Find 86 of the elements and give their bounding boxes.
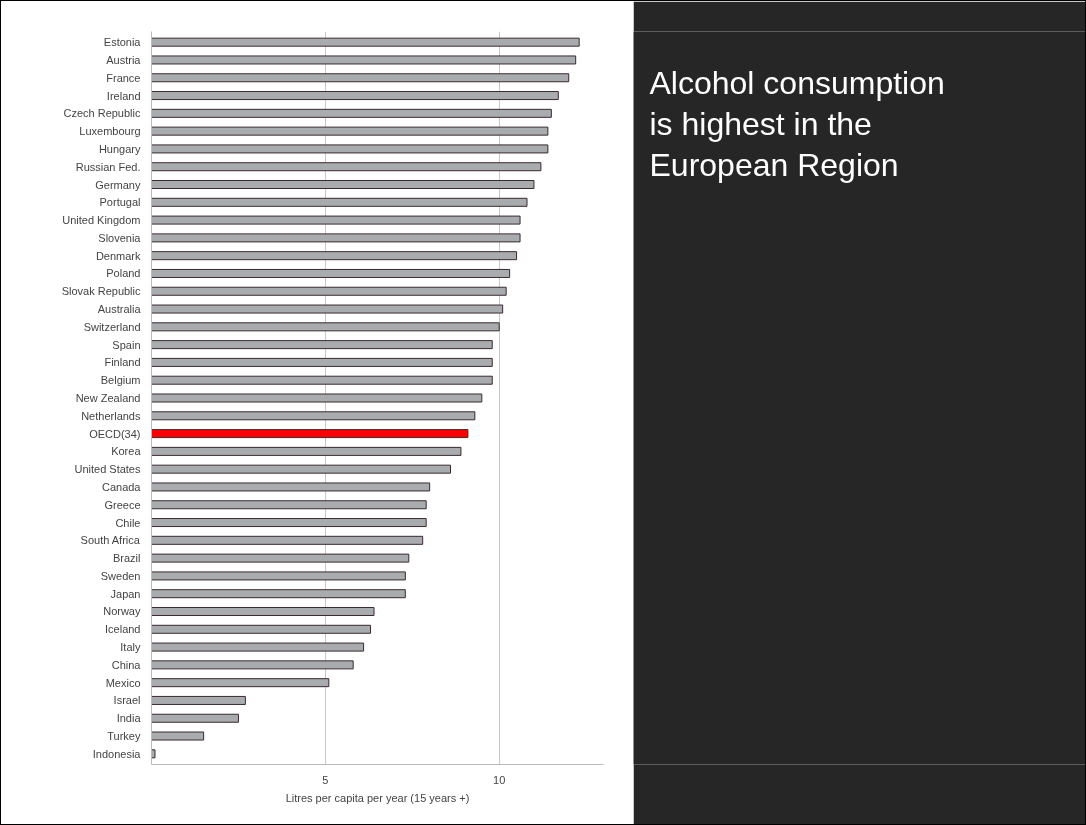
bar [151,606,375,616]
y-tick-label: India [116,712,142,725]
bar [151,322,500,332]
y-tick-label: Portugal [99,196,141,209]
bar [151,233,521,243]
y-tick-label: Austria [106,53,142,66]
y-tick-label: Czech Republic [63,107,141,120]
bar [151,429,469,439]
y-tick-label: Spain [112,338,141,351]
bar [151,180,535,190]
bar [151,553,410,563]
y-tick-label: Switzerland [83,320,141,333]
bar [151,535,424,545]
bar [151,393,483,403]
y-tick-label: Denmark [95,249,141,262]
y-tick-label: Indonesia [92,747,142,760]
y-tick-label: Poland [106,267,141,280]
bar [151,215,521,225]
bar [151,695,246,705]
bar [151,446,462,456]
bar [151,731,205,741]
bar [151,464,452,474]
y-tick-label: OECD(34) [89,427,141,440]
bar [151,375,493,385]
bar [151,37,580,47]
bar [151,286,507,296]
bar [151,162,542,172]
bar [151,713,239,723]
bar [151,91,559,101]
x-tick-label: 10 [493,773,506,786]
y-tick-label: Korea [111,445,142,458]
bar [151,642,365,652]
bar [151,411,476,421]
y-tick-label: Iceland [105,623,141,636]
y-tick-label: France [106,71,141,84]
bar [151,144,549,154]
y-tick-label: Ireland [106,89,141,102]
y-tick-label: Slovenia [98,231,142,244]
y-tick-label: Australia [97,303,142,316]
y-tick-label: Israel [113,694,141,707]
y-tick-label: Belgium [100,374,141,387]
y-tick-label: Japan [110,587,141,600]
bar [151,518,427,528]
y-tick-label: Turkey [107,730,141,743]
y-tick-label: Canada [101,480,142,493]
y-tick-label: China [111,658,142,671]
y-tick-label: Slovak Republic [61,285,141,298]
bar [151,749,156,759]
y-tick-label: Luxembourg [79,125,141,138]
bar [151,571,406,581]
y-tick-label: Mexico [105,676,141,689]
y-tick-label: Italy [120,641,141,654]
bar [151,660,354,670]
y-tick-label: Chile [115,516,141,529]
y-tick-label: Norway [103,605,141,618]
y-tick-label: New Zealand [75,392,141,404]
bar [151,678,330,688]
bar [151,108,552,118]
bar [151,251,518,261]
bar [151,340,493,350]
bar [151,55,577,65]
y-tick-label: Hungary [98,142,141,155]
bar [151,500,427,510]
text: Alcohol consumption is highest in the European Region [649,64,945,184]
y-tick-label: United Kingdom [62,214,141,227]
y-tick-label: Finland [104,356,141,369]
x-axis-title: Litres per capita per year (15 years +) [285,791,470,804]
bar [151,589,406,599]
bar [151,357,493,367]
y-tick-label: Russian Fed. [75,160,141,173]
bar [151,268,511,278]
bar [151,304,504,314]
y-tick-label: Estonia [103,36,142,49]
bar [151,624,372,634]
x-tick-label: 5 [322,773,329,786]
y-tick-label: Germany [95,178,141,191]
y-tick-label: United States [74,463,141,476]
y-tick-label: Sweden [100,569,141,582]
bar [151,482,431,492]
y-tick-label: Greece [104,498,141,511]
y-tick-label: South Africa [80,534,141,547]
y-tick-label: Netherlands [81,409,141,422]
y-tick-label: Brazil [112,552,141,565]
bar [151,197,528,207]
bar [151,126,549,136]
bar [151,73,570,83]
